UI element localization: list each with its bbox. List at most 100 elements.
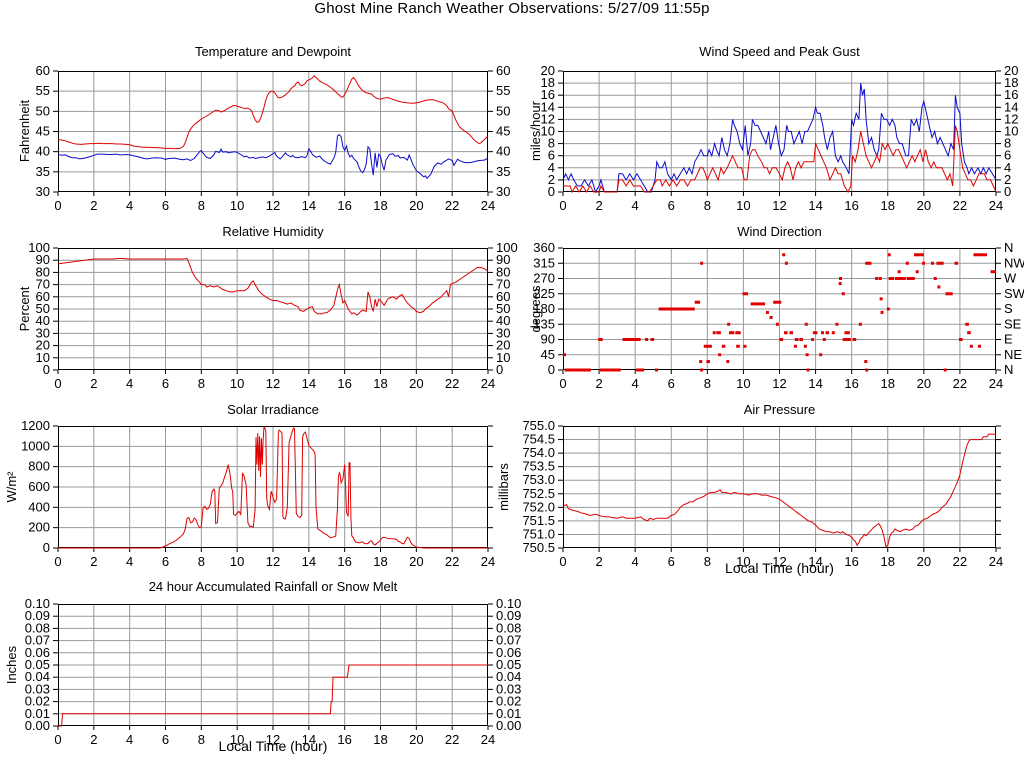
svg-text:0: 0 (43, 540, 50, 555)
svg-text:35: 35 (36, 164, 50, 179)
svg-text:135: 135 (533, 316, 555, 331)
svg-text:8: 8 (198, 198, 205, 213)
solar-chart-title: Solar Irradiance (227, 402, 319, 417)
svg-text:20: 20 (917, 376, 931, 391)
svg-text:SE: SE (1004, 316, 1022, 331)
svg-text:6: 6 (548, 148, 555, 163)
svg-text:16: 16 (844, 198, 858, 213)
svg-text:2: 2 (90, 198, 97, 213)
svg-text:45: 45 (541, 347, 555, 362)
wind-direction-mark (650, 338, 655, 341)
wind-direction-mark (967, 331, 971, 335)
svg-text:0.05: 0.05 (25, 657, 50, 672)
wind-direction-mark (655, 368, 659, 372)
wind-direction-mark (743, 344, 747, 348)
svg-text:1000: 1000 (21, 438, 50, 453)
wind-direction-mark (838, 282, 842, 286)
page-title: Ghost Mine Ranch Weather Observations: 5… (314, 0, 710, 17)
wind-direction-mark (784, 261, 788, 265)
svg-text:12: 12 (266, 554, 280, 569)
svg-text:0.08: 0.08 (25, 620, 50, 635)
wind-direction-mark (822, 338, 826, 341)
wind-direction-mark (865, 368, 869, 372)
wind-direction-mark (825, 331, 830, 335)
wind-direction-mark (811, 338, 815, 341)
wind-direction-mark (793, 344, 797, 348)
wind-direction-mark (977, 344, 981, 348)
svg-text:30: 30 (36, 325, 50, 340)
svg-text:18: 18 (373, 376, 387, 391)
svg-text:16: 16 (337, 376, 351, 391)
wind-direction-mark (936, 261, 944, 265)
svg-text:22: 22 (445, 554, 459, 569)
svg-text:20: 20 (496, 338, 510, 353)
svg-text:0: 0 (54, 732, 61, 747)
svg-text:2: 2 (90, 376, 97, 391)
svg-text:10: 10 (36, 350, 50, 365)
wind-direction-mark (922, 261, 926, 265)
svg-text:4: 4 (632, 198, 639, 213)
wind-direction-mark (937, 285, 941, 289)
wind-direction-mark (864, 360, 868, 364)
wind-direction-chart-title: Wind Direction (737, 224, 822, 239)
svg-text:10: 10 (230, 554, 244, 569)
svg-text:22: 22 (445, 376, 459, 391)
svg-text:24: 24 (481, 198, 495, 213)
svg-text:16: 16 (337, 554, 351, 569)
svg-text:0.10: 0.10 (25, 596, 50, 611)
svg-text:12: 12 (772, 554, 786, 569)
svg-text:16: 16 (337, 732, 351, 747)
svg-text:8: 8 (704, 198, 711, 213)
svg-text:0: 0 (54, 198, 61, 213)
svg-text:90: 90 (36, 252, 50, 267)
svg-text:60: 60 (36, 289, 50, 304)
svg-text:0.02: 0.02 (25, 694, 50, 709)
svg-text:N: N (1004, 240, 1013, 255)
peak-gust-line (562, 83, 997, 194)
svg-text:22: 22 (445, 198, 459, 213)
svg-text:8: 8 (704, 376, 711, 391)
svg-text:755.0: 755.0 (522, 418, 555, 433)
wind-direction-mark (712, 331, 716, 335)
svg-text:40: 40 (36, 313, 50, 328)
rainfall-plot: 0.00 0.000.01 0.010.02 0.020.03 0.030.04 0.04… (25, 596, 522, 747)
svg-text:12: 12 (266, 198, 280, 213)
air-pressure-line (562, 433, 996, 548)
svg-text:22: 22 (953, 376, 967, 391)
wind-direction-mark (865, 261, 869, 265)
svg-text:12: 12 (772, 198, 786, 213)
svg-text:752.5: 752.5 (522, 486, 555, 501)
wind-direction-mark (769, 315, 773, 319)
svg-text:270: 270 (533, 271, 555, 286)
svg-text:45: 45 (36, 124, 50, 139)
svg-text:40: 40 (36, 144, 50, 159)
svg-text:45: 45 (496, 124, 510, 139)
svg-text:0.03: 0.03 (25, 681, 50, 696)
svg-text:8: 8 (1004, 136, 1011, 151)
accumulated-rainfall-line (58, 664, 488, 727)
svg-text:4: 4 (1004, 160, 1011, 175)
wind-speed-chart-title: Wind Speed and Peak Gust (699, 44, 860, 59)
svg-text:6: 6 (668, 376, 675, 391)
wind-direction-mark (784, 331, 788, 335)
svg-text:16: 16 (844, 376, 858, 391)
wind-direction-mark (706, 360, 711, 364)
svg-text:60: 60 (496, 63, 510, 78)
svg-text:750.5: 750.5 (522, 540, 555, 555)
svg-text:2: 2 (595, 376, 602, 391)
wind-direction-mark (990, 270, 996, 274)
svg-text:24: 24 (989, 554, 1003, 569)
svg-text:E: E (1004, 332, 1013, 347)
svg-text:20: 20 (917, 198, 931, 213)
svg-text:N: N (1004, 362, 1013, 377)
svg-text:0: 0 (548, 362, 555, 377)
wind-direction-mark (727, 322, 731, 326)
wind-direction-mark (765, 310, 769, 314)
svg-text:2: 2 (548, 172, 555, 187)
svg-text:0.05: 0.05 (496, 657, 521, 672)
wind-direction-mark (736, 344, 740, 348)
svg-text:NE: NE (1004, 347, 1022, 362)
svg-text:751.5: 751.5 (522, 513, 555, 528)
